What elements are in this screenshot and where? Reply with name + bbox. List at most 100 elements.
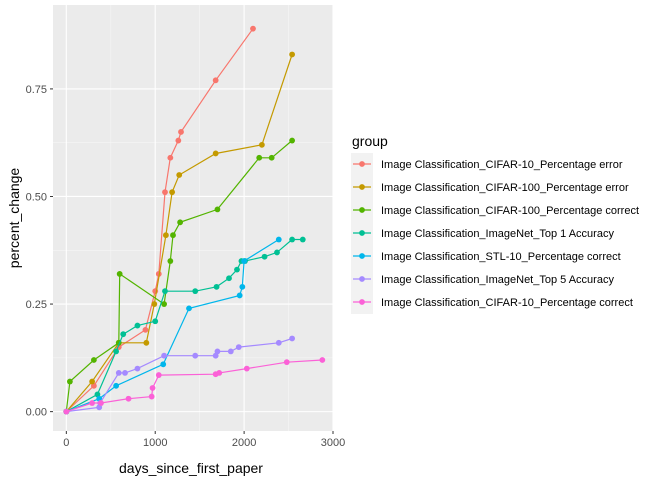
- data-point: [216, 370, 223, 376]
- y-axis-title: percent_change: [6, 168, 22, 269]
- series: [63, 335, 296, 415]
- y-tick-label: 0.50: [26, 191, 47, 203]
- data-point: [162, 189, 168, 196]
- data-point: [162, 288, 168, 295]
- legend-key-point: [359, 253, 365, 259]
- legend-item: Image Classification_STL-10_Percentage c…: [353, 251, 621, 263]
- legend-label: Image Classification_STL-10_Percentage c…: [381, 251, 621, 263]
- data-point: [214, 348, 221, 355]
- legend-label: Image Classification_CIFAR-10_Percentage…: [381, 297, 633, 309]
- data-point: [178, 129, 184, 135]
- data-point: [122, 370, 128, 376]
- data-point: [235, 344, 242, 350]
- data-point: [113, 382, 120, 389]
- legend-title: group: [352, 133, 388, 149]
- data-point: [239, 283, 246, 290]
- data-point: [134, 322, 141, 329]
- data-point: [167, 258, 174, 264]
- data-point: [299, 236, 306, 243]
- data-point: [66, 378, 73, 385]
- x-tick-label: 1000: [143, 437, 167, 449]
- legend-item: Image Classification_CIFAR-100_Percentag…: [353, 182, 629, 194]
- data-point: [186, 305, 192, 312]
- data-point: [213, 283, 220, 290]
- data-point: [63, 408, 70, 415]
- legend-key-point: [359, 207, 365, 213]
- data-point: [90, 357, 97, 363]
- series: [63, 357, 326, 415]
- data-point: [115, 370, 122, 376]
- legend-key-point: [359, 299, 365, 305]
- data-point: [289, 137, 296, 144]
- data-point: [148, 393, 155, 400]
- legend-key-point: [359, 230, 365, 236]
- data-point: [167, 154, 174, 161]
- data-point: [120, 331, 127, 338]
- legend: group Image Classification_CIFAR-10_Perc…: [351, 133, 639, 314]
- data-point: [134, 365, 141, 372]
- data-point: [176, 172, 183, 178]
- data-point: [274, 249, 280, 256]
- legend-label: Image Classification_ImageNet_Top 5 Accu…: [381, 274, 614, 286]
- data-point: [275, 236, 282, 243]
- data-point: [161, 352, 168, 359]
- series: [63, 51, 296, 415]
- legend-item: Image Classification_ImageNet_Top 1 Accu…: [353, 228, 614, 240]
- data-point: [155, 372, 162, 378]
- legend-item: Image Classification_CIFAR-10_Percentage…: [353, 297, 633, 309]
- data-point: [256, 154, 263, 161]
- data-point: [169, 189, 176, 196]
- data-point: [226, 275, 232, 282]
- data-point: [319, 357, 326, 363]
- data-point: [258, 141, 265, 148]
- data-point: [234, 266, 240, 273]
- data-point: [151, 301, 158, 307]
- y-tick-label: 0.75: [26, 84, 47, 96]
- legend-label: Image Classification_CIFAR-100_Percentag…: [381, 182, 629, 194]
- data-point: [289, 236, 296, 243]
- data-point: [289, 51, 296, 58]
- data-point: [143, 339, 150, 346]
- x-axis-title: days_since_first_paper: [119, 460, 263, 476]
- legend-key-point: [359, 184, 365, 190]
- data-point: [149, 385, 156, 391]
- legend-item: Image Classification_CIFAR-100_Percentag…: [353, 205, 639, 217]
- data-point: [160, 361, 167, 368]
- data-point: [243, 365, 250, 372]
- data-point: [125, 395, 132, 402]
- data-point: [89, 400, 96, 406]
- data-point: [162, 232, 169, 239]
- data-point: [142, 326, 149, 333]
- legend-item: Image Classification_CIFAR-10_Percentage…: [353, 159, 623, 171]
- legend-key-point: [359, 276, 365, 282]
- y-tick-label: 0.25: [26, 299, 47, 311]
- data-point: [250, 25, 256, 32]
- legend-label: Image Classification_CIFAR-10_Percentage…: [381, 159, 623, 171]
- grid: [53, 5, 334, 431]
- legend-label: Image Classification_ImageNet_Top 1 Accu…: [381, 228, 614, 240]
- x-tick-label: 2000: [232, 437, 256, 449]
- data-point: [98, 400, 104, 406]
- series-group: [63, 25, 326, 415]
- data-point: [177, 219, 184, 226]
- legend-key-point: [359, 161, 365, 167]
- data-point: [227, 348, 234, 355]
- data-point: [192, 288, 199, 295]
- y-tick-label: 0.00: [26, 407, 47, 419]
- data-point: [161, 301, 168, 307]
- data-point: [236, 292, 243, 299]
- data-point: [289, 335, 296, 342]
- data-point: [261, 253, 268, 260]
- data-point: [214, 206, 221, 213]
- data-point: [170, 232, 176, 239]
- data-point: [192, 352, 199, 359]
- x-tick-label: 3000: [321, 437, 345, 449]
- legend-item: Image Classification_ImageNet_Top 5 Accu…: [353, 274, 614, 286]
- data-point: [152, 318, 159, 325]
- data-point: [241, 258, 248, 264]
- data-point: [275, 339, 282, 346]
- data-point: [89, 378, 96, 385]
- data-point: [175, 137, 182, 144]
